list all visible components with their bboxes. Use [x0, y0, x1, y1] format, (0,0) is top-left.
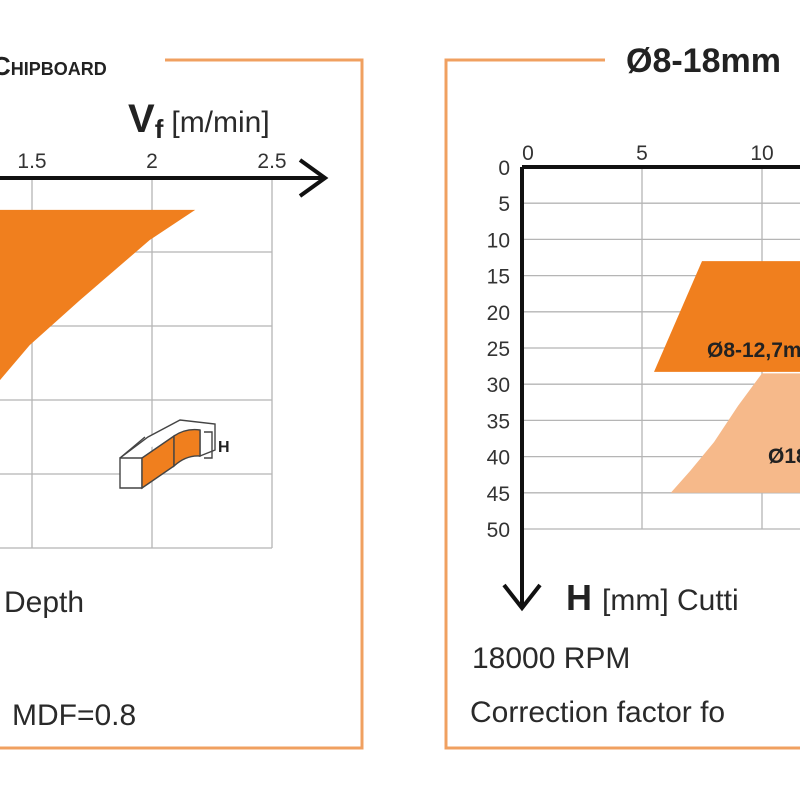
x-tick-label: 2.5: [257, 150, 286, 173]
axis-symbol: V: [128, 97, 155, 141]
axis-unit: [mm] Cutti: [602, 584, 739, 617]
left-panel-title: Chipboard: [0, 51, 107, 81]
y-tick-label: 5: [498, 193, 510, 216]
y-tick-label: 45: [487, 483, 510, 506]
depth-label: Depth: [4, 586, 84, 619]
left-x-axis-arrow-icon: [298, 158, 329, 198]
feed-rate-region-dark: [654, 261, 800, 372]
x-tick-label: 0: [522, 142, 534, 165]
y-tick-label: 0: [498, 157, 510, 180]
axis-unit: [m/min]: [171, 106, 269, 139]
right-regions: [654, 261, 800, 493]
x-tick-label: 5: [636, 142, 648, 165]
y-tick-label: 15: [487, 266, 510, 289]
y-tick-label: 50: [487, 519, 510, 542]
y-tick-label: 20: [487, 302, 510, 325]
right-y-ticks: 0 5 10 15 20 25 30 35 40 45 50: [487, 157, 510, 542]
region-label-dark: Ø8-12,7m: [707, 339, 800, 362]
y-tick-label: 35: [487, 410, 510, 433]
right-y-axis-arrow-icon: [502, 583, 542, 612]
region-label-light: Ø18: [768, 445, 800, 468]
y-tick-label: 40: [487, 447, 510, 470]
right-x-ticks: 0 5 10: [522, 142, 774, 165]
feed-rate-region: [0, 209, 196, 381]
right-grid: [522, 167, 800, 530]
left-panel-frame: [0, 58, 364, 750]
x-tick-label: 10: [750, 142, 773, 165]
axis-symbol: H: [566, 577, 592, 618]
feed-rate-region-light: [670, 373, 800, 493]
x-tick-label: 2: [146, 150, 158, 173]
y-tick-label: 25: [487, 338, 510, 361]
axis-subscript: f: [155, 114, 164, 144]
icon-label: H: [218, 439, 230, 456]
x-tick-label: 1.5: [17, 150, 46, 173]
right-axis-label: H [mm] Cutti: [566, 577, 739, 618]
right-panel-title: Ø8-18mm: [626, 42, 781, 80]
left-panel: Chipboard 1.5 2 2.5 Vf [m/min] H Depth MDF=…: [0, 51, 364, 750]
right-panel-frame: [444, 58, 800, 750]
left-correction-factor: MDF=0.8: [12, 699, 136, 732]
y-tick-label: 30: [487, 374, 510, 397]
right-panel: Ø8-18mm Ø8-12,7m Ø18 0 5 10 0 5 10 15 20 25 30 35…: [444, 42, 800, 750]
y-tick-label: 10: [487, 229, 510, 252]
routed-workpiece-depth-icon: H: [119, 419, 230, 490]
left-axis-label: Vf [m/min]: [128, 97, 270, 144]
left-x-ticks: 1.5 2 2.5: [17, 150, 286, 173]
rpm-label: 18000 RPM: [472, 642, 630, 675]
right-correction-factor: Correction factor fo: [470, 696, 725, 729]
left-regions: [0, 209, 196, 381]
